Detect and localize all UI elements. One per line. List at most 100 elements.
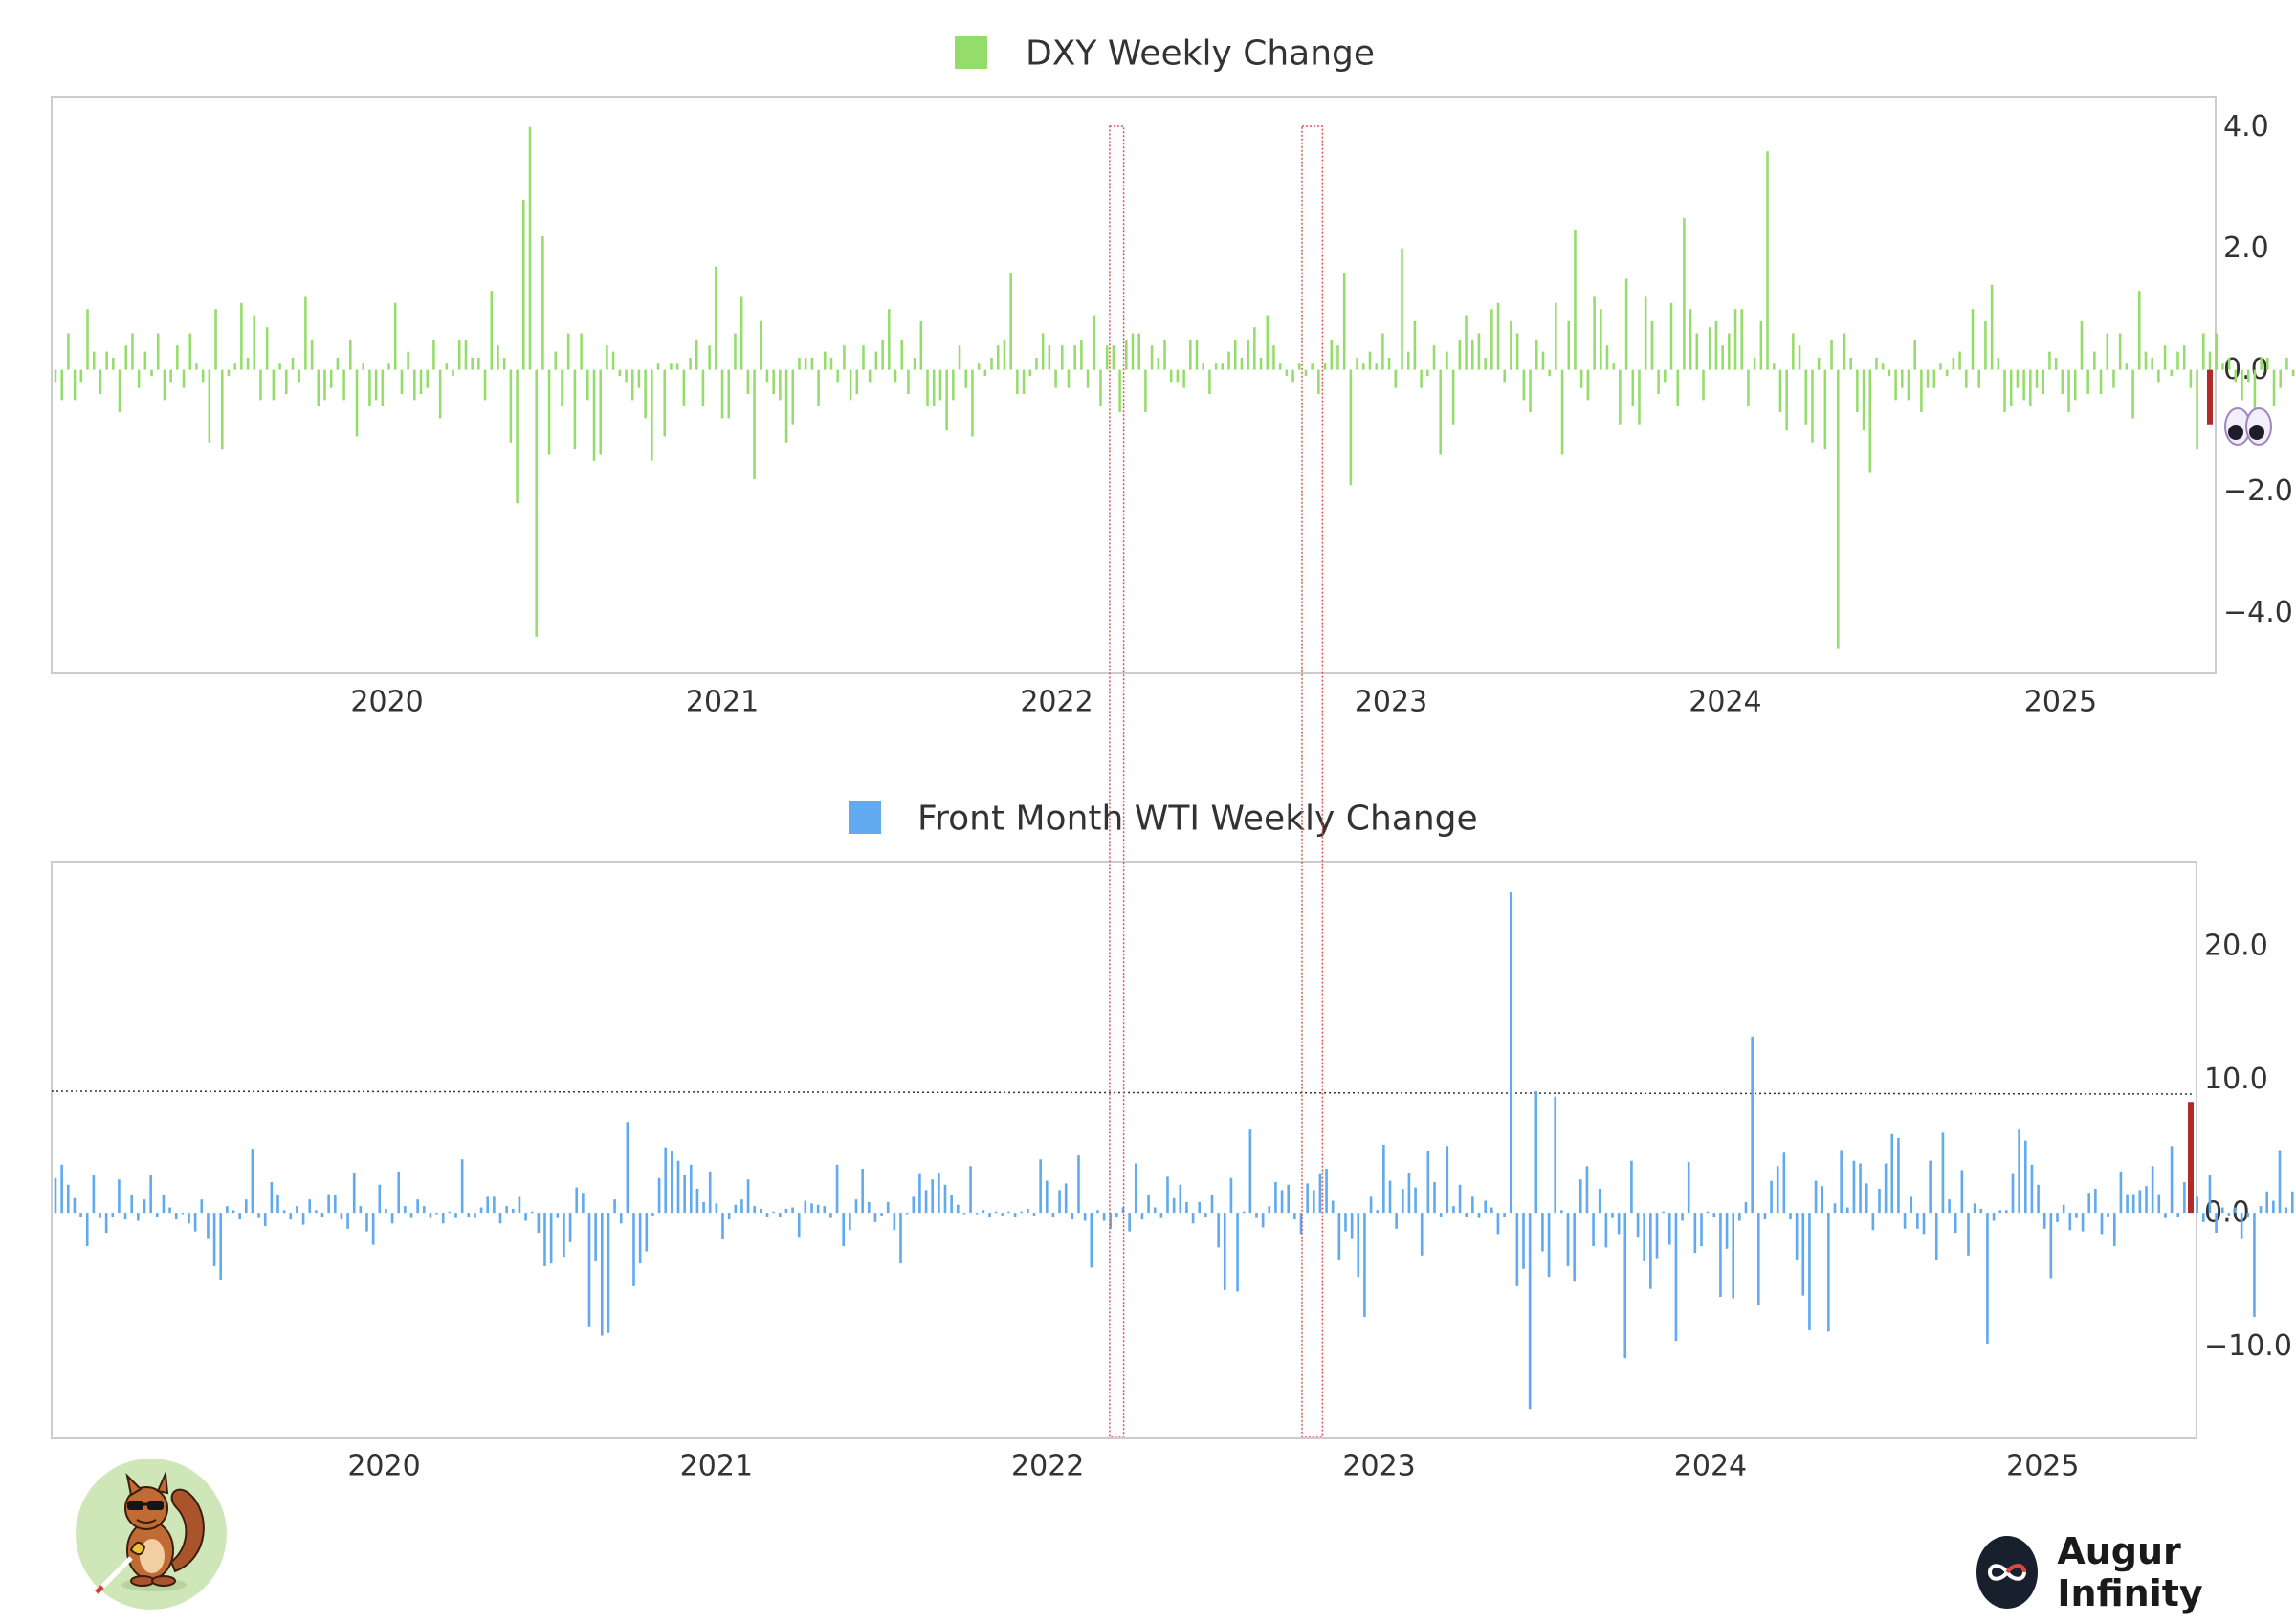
wti-bar [1598,1188,1601,1214]
wti-bar [1973,1203,1976,1214]
dxy-bar [1888,369,1891,376]
wti-bar [715,1203,718,1214]
dxy-bar [60,369,63,401]
dxy-bar [1342,273,1346,370]
wti-bar [1929,1160,1932,1214]
wti-bar [1681,1213,1684,1221]
wti-bar [1204,1213,1207,1217]
dxy-bar [535,369,538,637]
dxy-ytick-label: −2.0 [2223,474,2293,508]
wti-bar [99,1213,101,1218]
dxy-bar [2086,369,2089,395]
wti-bar [1325,1169,1328,1214]
dxy-bar [1644,296,1647,370]
wti-bar [1667,1213,1671,1245]
dxy-bar [798,357,801,370]
dxy-bar [240,302,243,370]
dxy-bar [1541,351,1545,370]
wti-bar [689,1164,693,1214]
dxy-bar [1631,369,1635,406]
wti-ytick-label: 20.0 [2204,929,2268,962]
dxy-bar [1515,333,1519,370]
wti-bar [2145,1186,2148,1214]
dxy-bar [1169,369,1173,383]
wti-bar [2023,1140,2027,1214]
dxy-bar [759,320,762,370]
wti-bar [251,1149,254,1214]
wti-bar [607,1213,610,1333]
dxy-bar [1830,339,1833,370]
dxy-bar [1862,369,1866,431]
wti-bar [2087,1193,2091,1214]
dxy-bar [1811,369,1814,443]
dxy-bar [182,369,186,388]
dxy-bar [1413,320,1417,370]
dxy-bar [1574,230,1577,370]
wti-bar [651,1213,654,1216]
wti-bar [2253,1213,2256,1317]
wti-ytick-label: 10.0 [2204,1063,2268,1096]
wti-bar [556,1213,560,1218]
wti-bar [1350,1213,1354,1239]
dxy-bar [1772,363,1776,370]
wti-bar [1541,1213,1544,1252]
dxy-bar [1965,369,1968,388]
dxy-bar [1894,369,1897,401]
wti-bar [1756,1213,1760,1305]
dxy-bar [727,369,731,419]
squirrel-mascot-icon [95,1470,205,1594]
dxy-bar [810,357,814,370]
dxy-bar [278,363,281,370]
dxy-bar [1297,363,1301,370]
wti-bar [1884,1163,1888,1214]
wti-bar [1185,1201,1188,1214]
dxy-bar [606,345,608,370]
wti-bar [474,1213,476,1218]
wti-bar [1484,1200,1487,1214]
wti-bar [104,1213,108,1234]
dxy-bar [1041,333,1045,370]
wti-bar [1471,1196,1474,1214]
wti-bar [638,1213,642,1264]
dxy-bar [208,369,211,443]
dxy-bar [1401,248,1403,370]
wti-bar [613,1199,616,1214]
wti-bar [899,1213,902,1264]
wti-bar [671,1151,673,1214]
dxy-xtick-label: 2024 [1689,686,1761,719]
wti-bar [315,1210,318,1214]
dxy-bar [1292,369,1294,383]
dxy-bar [137,369,141,388]
wti-bar [2018,1129,2020,1214]
wti-bar [2062,1204,2065,1214]
wti-bar [207,1213,210,1239]
wti-bar [460,1159,464,1214]
wti-bar [2131,1194,2135,1214]
dxy-xtick-label: 2022 [1020,686,1093,719]
dxy-bar [1689,309,1692,370]
dxy-bar [1144,369,1147,413]
dxy-bar [1240,357,1244,370]
wti-bar [333,1195,337,1214]
wti-bar [804,1200,807,1214]
dxy-bar [740,296,743,370]
dxy-bar [958,345,961,370]
dxy-bar [1548,369,1551,376]
wti-bar [1700,1213,1703,1246]
wti-bar [1363,1213,1366,1317]
wti-bar [1147,1195,1150,1214]
dxy-bar [843,345,846,370]
dxy-bar [1605,345,1609,370]
dxy-bar [1080,339,1083,370]
wti-bar [244,1199,248,1214]
wti-bar [1032,1213,1036,1216]
wti-bar [1534,1091,1538,1214]
wti-bar [1280,1190,1284,1214]
dxy-bar [2093,351,2096,370]
wti-bar [429,1213,432,1218]
wti-bar [1420,1213,1424,1256]
dxy-bar [996,345,1000,370]
dxy-bar [2112,369,2115,388]
dxy-bar [1349,369,1353,486]
wti-bar [257,1213,260,1218]
